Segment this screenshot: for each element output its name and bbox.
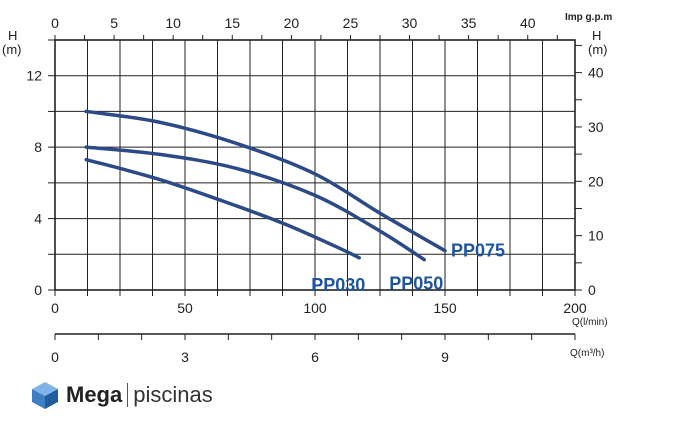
x-top-tick-label: 30 (402, 15, 418, 31)
y-left-tick-label: 12 (26, 68, 42, 84)
y-left-axis-label: H (8, 28, 17, 43)
x-primary-axis-label: Q(l/min) (572, 317, 608, 328)
x-secondary-tick-label: 0 (51, 349, 59, 365)
y-right-axis-unit: (m) (588, 42, 608, 57)
x-primary-tick-label: 50 (177, 300, 193, 316)
x-top-axis-label: Imp g.p.m (565, 12, 612, 23)
series-label-pp050: PP050 (389, 274, 443, 294)
brand-divider (127, 383, 129, 407)
y-left-tick-label: 4 (34, 211, 42, 227)
y-right-tick-label: 40 (588, 65, 604, 81)
x-secondary-axis-label: Q(m³/h) (570, 348, 604, 359)
brand-logo: Mega piscinas (30, 378, 213, 412)
x-primary-tick-label: 200 (563, 300, 587, 316)
curve-pp075 (84, 109, 447, 253)
x-top-tick-label: 15 (224, 15, 240, 31)
grid (48, 35, 582, 340)
brand-name-suffix: piscinas (133, 382, 213, 407)
x-secondary-tick-label: 6 (311, 349, 319, 365)
series-label-pp075: PP075 (451, 241, 505, 261)
x-top-tick-label: 0 (51, 15, 59, 31)
x-top-tick-label: 10 (165, 15, 181, 31)
series-label-pp030: PP030 (311, 275, 365, 295)
curve-pp030 (84, 157, 361, 260)
y-right-tick-label: 10 (588, 228, 604, 244)
y-left-axis-unit: (m) (2, 42, 22, 57)
x-primary-tick-label: 0 (51, 300, 59, 316)
brand-name: Mega (66, 382, 123, 407)
x-top-tick-label: 35 (461, 15, 477, 31)
y-right-tick-label: 0 (588, 282, 596, 298)
x-primary-tick-label: 100 (303, 300, 327, 316)
series-labels: PP075 PP050 PP030 (311, 241, 505, 295)
y-right-tick-label: 30 (588, 119, 604, 135)
y-left-tick-label: 8 (34, 139, 42, 155)
x-primary-tick-label: 150 (433, 300, 457, 316)
curve-pp050 (84, 145, 426, 262)
x-top-tick-label: 5 (110, 15, 118, 31)
y-left-tick-label: 0 (34, 282, 42, 298)
x-secondary-tick-label: 3 (181, 349, 189, 365)
axis-labels: H (m) H (m) Imp g.p.m Q(l/min) Q(m³/h) (2, 12, 612, 359)
y-right-tick-label: 20 (588, 173, 604, 189)
cube-logo-icon (32, 382, 58, 409)
x-secondary-tick-label: 9 (441, 349, 449, 365)
y-right-axis-label: H (592, 28, 601, 43)
x-top-tick-label: 20 (284, 15, 300, 31)
x-top-tick-label: 25 (343, 15, 359, 31)
x-top-tick-label: 40 (520, 15, 536, 31)
curves (84, 109, 447, 262)
